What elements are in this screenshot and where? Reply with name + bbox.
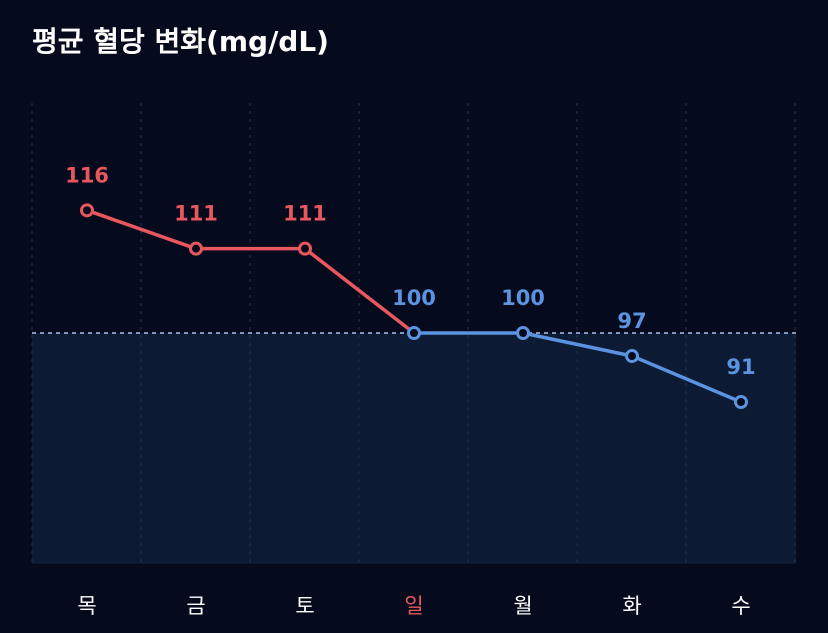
line-segment	[303, 246, 416, 335]
tick-label: 토	[295, 594, 314, 618]
data-label: 100	[392, 286, 436, 310]
data-label: 91	[726, 355, 755, 379]
data-label: 116	[65, 163, 109, 187]
grid-lines	[31, 103, 796, 564]
tick-label: 수	[731, 594, 750, 618]
chart-title: 평균 혈당 변화(mg/dL)	[32, 25, 329, 58]
data-point	[80, 203, 94, 218]
tick-label: 목	[77, 594, 96, 618]
data-point	[516, 326, 530, 340]
data-label: 100	[501, 286, 545, 310]
below-reference-area	[32, 333, 796, 563]
data-point	[734, 395, 748, 409]
tick-label: 금	[186, 594, 205, 618]
data-label: 111	[174, 202, 218, 226]
data-labels: 116 111 111 100 100 97 91	[65, 163, 756, 379]
data-label: 97	[617, 309, 646, 333]
tick-label: 일	[404, 594, 423, 618]
data-label: 111	[283, 202, 327, 226]
data-point	[189, 241, 203, 256]
data-points	[80, 203, 748, 409]
data-point	[298, 241, 312, 256]
data-point	[625, 349, 639, 363]
tick-label: 화	[622, 594, 641, 618]
series-line	[85, 208, 743, 404]
tick-label: 월	[513, 594, 532, 618]
line-segment	[630, 354, 743, 404]
line-segment	[521, 331, 634, 358]
line-segment	[85, 208, 198, 251]
data-point	[407, 326, 421, 340]
